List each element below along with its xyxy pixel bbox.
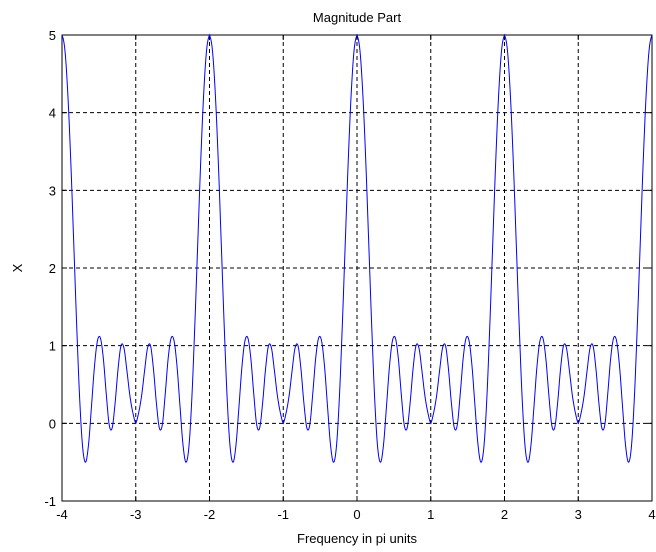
tick-marks	[61, 34, 653, 502]
chart-title: Magnitude Part	[313, 10, 402, 25]
x-tick-label: 4	[648, 507, 655, 522]
x-tick-label: -3	[130, 507, 142, 522]
x-tick-label: 3	[575, 507, 582, 522]
y-tick-label: 1	[49, 339, 56, 354]
y-tick-labels: -1 0 1 2 3 4 5	[44, 28, 56, 509]
x-tick-label: -2	[204, 507, 216, 522]
y-tick-label: 0	[49, 416, 56, 431]
x-tick-label: 1	[427, 507, 434, 522]
x-axis-label: Frequency in pi units	[297, 531, 417, 546]
y-tick-label: -1	[44, 494, 56, 509]
x-tick-label: -1	[277, 507, 289, 522]
x-tick-label: 0	[353, 507, 360, 522]
grid-lines	[62, 35, 652, 501]
x-tick-label: 2	[501, 507, 508, 522]
y-tick-label: 4	[49, 106, 56, 121]
x-tick-label: -4	[56, 507, 68, 522]
x-tick-labels: -4 -3 -2 -1 0 1 2 3 4	[56, 507, 655, 522]
magnitude-series-line	[61, 33, 653, 463]
y-tick-label: 2	[49, 261, 56, 276]
y-axis-label: X	[10, 263, 25, 272]
y-tick-label: 5	[49, 28, 56, 43]
y-tick-label: 3	[49, 183, 56, 198]
